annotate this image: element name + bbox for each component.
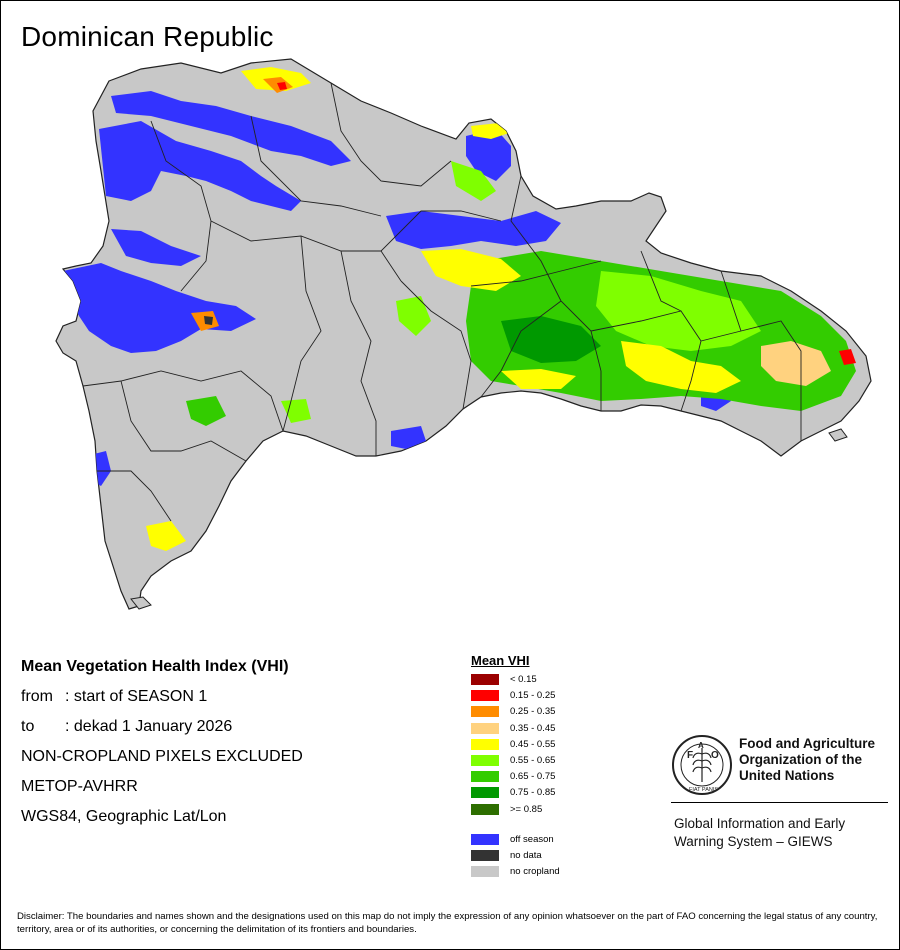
beata-island <box>130 596 152 610</box>
legend-other-swatch <box>471 866 499 878</box>
disclaimer: Disclaimer: The boundaries and names sho… <box>17 911 878 935</box>
legend-class-swatch <box>471 771 499 783</box>
legend-title: Mean VHI <box>471 653 530 668</box>
from-value: : start of SEASON 1 <box>65 688 208 705</box>
off-season-cibao <box>386 211 561 249</box>
off-season-samana <box>466 129 511 181</box>
vhi-north-red <box>277 82 287 90</box>
legend-class-label: 0.65 - 0.75 <box>510 771 556 783</box>
vhi-cordillera-green <box>396 296 431 336</box>
legend-other-item: off season <box>471 832 631 848</box>
legend-class-item: 0.65 - 0.75 <box>471 769 631 785</box>
legend-other: off season no data no cropland <box>471 832 631 881</box>
off-season-north-band <box>111 91 351 166</box>
vhi-northeast-green <box>451 161 496 201</box>
legend-class-swatch <box>471 674 499 685</box>
info-sensor: METOP-AVHRR <box>21 778 138 795</box>
legend-other-swatch <box>471 833 499 845</box>
info-title: Mean Vegetation Health Index (VHI) <box>21 658 289 675</box>
legend-class-swatch <box>471 706 499 718</box>
legend-class-label: 0.15 - 0.25 <box>510 690 556 702</box>
vhi-samana-yellow <box>471 123 509 139</box>
logo-motto: FIAT PANIS <box>689 787 718 793</box>
vhi-barahona-yellow <box>146 521 186 551</box>
giews-line-1: Global Information and Early <box>674 816 846 831</box>
vhi-south-yellow <box>501 369 576 389</box>
legend-class-label: < 0.15 <box>510 674 537 685</box>
vhi-east-yellow <box>621 341 741 393</box>
legend: Mean VHI < 0.15 0.15 - 0.25 0.25 - 0.35 0.3… <box>471 653 631 880</box>
logo-letter-a: A <box>698 741 704 750</box>
vhi-east-lightgreen <box>596 271 761 351</box>
legend-other-swatch <box>471 849 499 861</box>
vhi-cibao-yellow <box>421 249 521 291</box>
legend-class-label: 0.25 - 0.35 <box>510 706 556 718</box>
province-boundaries <box>82 82 802 522</box>
info-period-to: to : dekad 1 January 2026 <box>21 718 232 736</box>
legend-class-item: 0.45 - 0.55 <box>471 737 631 753</box>
legend-class-swatch <box>471 803 499 815</box>
vhi-east-red <box>839 349 856 365</box>
fao-logo: F A O FIAT PANIS <box>672 735 732 795</box>
legend-other-item: no data <box>471 848 631 864</box>
giews-name: Global Information and Early Warning Sys… <box>674 815 884 851</box>
info-projection: WGS84, Geographic Lat/Lon <box>21 808 227 825</box>
legend-classes: < 0.15 0.15 - 0.25 0.25 - 0.35 0.35 - 0.45 0… <box>471 672 631 818</box>
from-prefix: from <box>21 688 53 705</box>
legend-other-item: no cropland <box>471 864 631 880</box>
off-season-south-coast <box>391 426 426 449</box>
off-season-northwest-valley <box>111 229 201 266</box>
legend-class-item: 0.15 - 0.25 <box>471 688 631 704</box>
legend-class-swatch <box>471 787 499 799</box>
vhi-south-green <box>281 399 311 423</box>
vhi-southeast-orange <box>761 341 831 386</box>
legend-class-swatch <box>471 690 499 702</box>
logo-divider <box>671 802 888 803</box>
legend-class-swatch <box>471 722 499 734</box>
info-period-from: from : start of SEASON 1 <box>21 688 207 706</box>
vhi-west-dark <box>204 316 213 325</box>
to-value: : dekad 1 January 2026 <box>65 718 233 735</box>
legend-class-label: 0.45 - 0.55 <box>510 738 556 750</box>
logo-letter-f: F <box>687 750 693 761</box>
legend-class-item: 0.75 - 0.85 <box>471 785 631 801</box>
vhi-southwest-green <box>186 396 226 426</box>
legend-class-swatch <box>471 738 499 750</box>
legend-class-label: 0.35 - 0.45 <box>510 722 556 734</box>
logo-letter-o: O <box>711 750 719 761</box>
legend-other-label: no cropland <box>510 866 560 878</box>
off-season-west-central <box>63 263 256 353</box>
info-exclusion: NON-CROPLAND PIXELS EXCLUDED <box>21 748 303 765</box>
legend-class-item: 0.55 - 0.65 <box>471 753 631 769</box>
legend-other-label: off season <box>510 833 554 845</box>
vhi-map <box>55 58 872 610</box>
legend-class-label: >= 0.85 <box>510 803 543 815</box>
map-title: Dominican Republic <box>21 21 274 52</box>
off-season-northwest <box>99 121 301 211</box>
saona-island <box>828 428 848 442</box>
fao-organization-name: Food and Agriculture Organization of the… <box>739 736 889 784</box>
legend-other-label: no data <box>510 849 542 861</box>
giews-line-2: Warning System – GIEWS <box>674 834 833 849</box>
legend-class-swatch <box>471 754 499 766</box>
legend-class-label: 0.75 - 0.85 <box>510 787 556 799</box>
legend-class-item: < 0.15 <box>471 672 631 688</box>
org-line-3: United Nations <box>739 768 835 783</box>
org-line-1: Food and Agriculture <box>739 736 875 751</box>
org-line-2: Organization of the <box>739 752 862 767</box>
legend-class-label: 0.55 - 0.65 <box>510 754 556 766</box>
legend-class-item: 0.35 - 0.45 <box>471 721 631 737</box>
legend-class-item: 0.25 - 0.35 <box>471 704 631 720</box>
to-prefix: to <box>21 718 35 735</box>
legend-class-item: >= 0.85 <box>471 802 631 818</box>
